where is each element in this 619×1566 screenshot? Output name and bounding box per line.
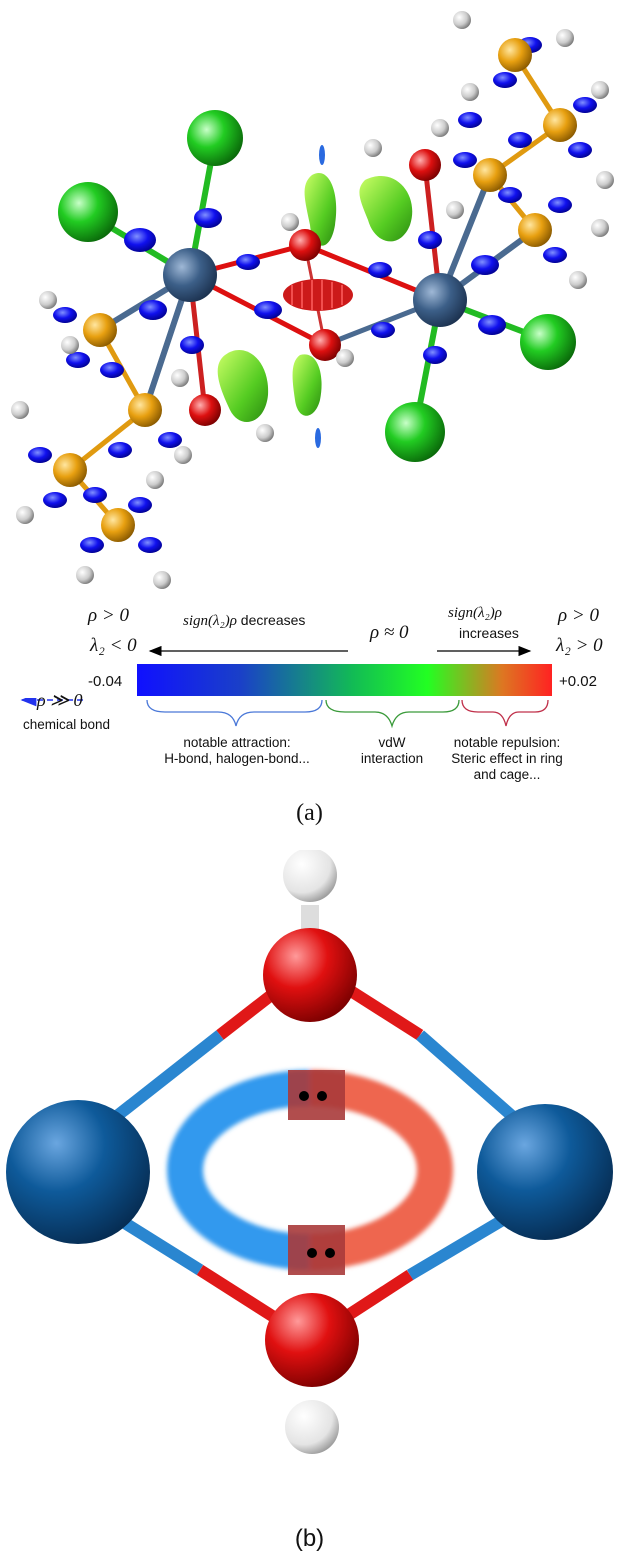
repulsion-line3: and cage... [473, 767, 541, 782]
right-lambda-label: λ₂ > 0 [556, 635, 603, 656]
color-scale-bar [137, 664, 552, 696]
increase-word: increases [459, 625, 519, 641]
legend-arrows [148, 645, 532, 657]
attraction-brace [146, 699, 323, 727]
molecule-structure-a [11, 11, 614, 589]
decrease-prefix: sign(λ₂)ρ [183, 613, 237, 629]
caption-b: (b) [294, 1525, 325, 1552]
scale-min-label: -0.04 [88, 673, 123, 690]
vdw-note: vdW interaction [352, 735, 432, 767]
vdw-brace [325, 699, 460, 729]
ring-schematic-b [6, 850, 613, 1454]
increase-prefix: sign(λ₂)ρ [448, 605, 502, 621]
right-rho-label: ρ > 0 [558, 605, 599, 626]
legend-braces [20, 698, 549, 729]
vdw-line2: interaction [360, 751, 424, 766]
vdw-line1: vdW [378, 735, 406, 750]
decrease-word: decreases [240, 612, 306, 628]
scale-max-label: +0.02 [559, 673, 597, 690]
left-lambda-label: λ₂ < 0 [90, 635, 137, 656]
decrease-label: sign(λ₂)ρ decreases [183, 612, 305, 630]
chemical-bond-label: chemical bond [23, 717, 111, 732]
repulsion-line2: Steric effect in ring [451, 751, 563, 766]
repulsion-brace [461, 699, 549, 727]
left-rho-label: ρ > 0 [88, 605, 129, 626]
center-rho-label: ρ ≈ 0 [370, 622, 409, 643]
strong-rho-label: ρ ≫ 0 [37, 690, 83, 710]
attraction-line2: H-bond, halogen-bond... [164, 751, 310, 766]
repulsion-line1: notable repulsion: [453, 735, 561, 750]
repulsion-note: notable repulsion: Steric effect in ring… [437, 735, 577, 783]
caption-a: (a) [296, 800, 323, 826]
attraction-note: notable attraction: H-bond, halogen-bond… [162, 735, 312, 767]
attraction-line1: notable attraction: [183, 735, 291, 750]
